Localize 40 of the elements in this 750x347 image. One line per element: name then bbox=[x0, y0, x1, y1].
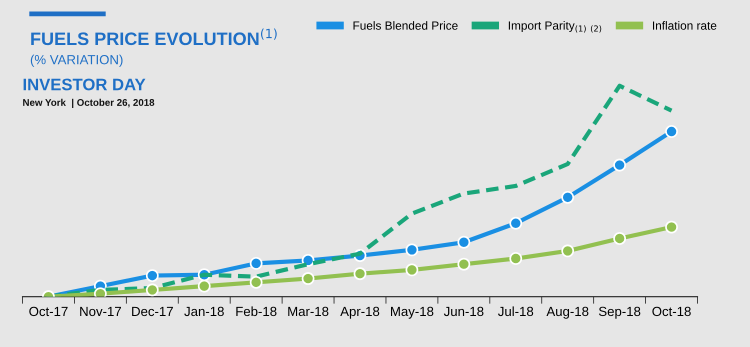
x-tick-label: Aug-18 bbox=[546, 306, 588, 319]
point bbox=[509, 216, 522, 230]
legend-label: Import Parity$_{(1) (2)}$ bbox=[508, 21, 602, 33]
point bbox=[406, 243, 418, 256]
x-tick-label: Sep-18 bbox=[598, 306, 640, 319]
chart-title: FUELS PRICE EVOLUTION$^{(1)}$ bbox=[31, 28, 277, 46]
x-tick-label: Oct-17 bbox=[29, 306, 68, 316]
point bbox=[509, 252, 522, 265]
annotation: INVESTOR DAY bbox=[24, 78, 146, 90]
annotation: New York | October 26, 2018 bbox=[23, 98, 154, 108]
legend-label: Fuels Blended Price bbox=[354, 21, 458, 30]
legend-label: Inflation rate bbox=[653, 21, 716, 30]
x-tick-label: Mar-18 bbox=[288, 306, 328, 316]
x-tick-label: Jun-18 bbox=[444, 306, 484, 316]
x-tick-label: Feb-18 bbox=[236, 306, 276, 316]
point bbox=[250, 276, 263, 289]
point bbox=[613, 232, 626, 245]
point bbox=[198, 280, 211, 293]
point bbox=[250, 256, 263, 270]
point bbox=[146, 269, 159, 282]
point bbox=[561, 244, 574, 258]
point bbox=[457, 258, 470, 271]
point bbox=[613, 158, 626, 172]
point bbox=[561, 190, 574, 204]
point bbox=[302, 254, 314, 267]
x-tick-label: Jan-18 bbox=[184, 306, 224, 316]
point bbox=[146, 284, 159, 296]
point bbox=[302, 272, 314, 285]
x-tick-label: Apr-18 bbox=[340, 306, 380, 319]
x-tick-label: Jul-18 bbox=[498, 306, 534, 316]
x-tick-label: Dec-17 bbox=[132, 306, 173, 316]
point bbox=[406, 264, 418, 276]
point bbox=[665, 125, 678, 138]
x-tick-label: May-18 bbox=[391, 306, 434, 319]
point bbox=[665, 220, 678, 234]
point bbox=[354, 267, 366, 280]
x-tick-label: Nov-17 bbox=[80, 306, 121, 316]
chart-subtitle: (% VARIATION) bbox=[30, 54, 123, 67]
x-tick-label: Oct-18 bbox=[652, 306, 691, 316]
point bbox=[457, 236, 470, 249]
